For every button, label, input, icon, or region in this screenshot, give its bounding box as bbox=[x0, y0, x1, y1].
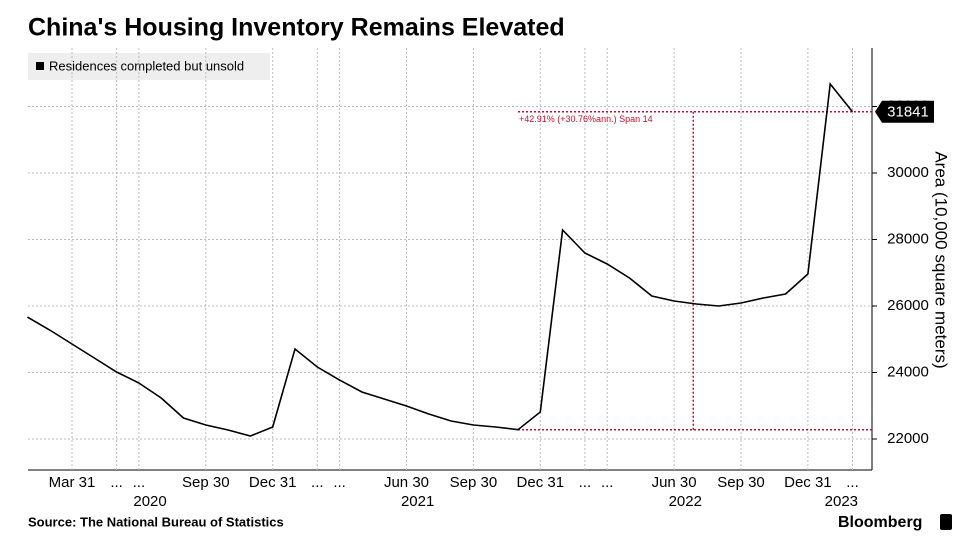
y-tick-label: 30000 bbox=[887, 164, 929, 181]
year-label: 2023 bbox=[825, 493, 858, 510]
legend-swatch bbox=[36, 62, 44, 70]
y-axis-label: Area (10,000 square meters) bbox=[932, 151, 951, 368]
line bbox=[26, 81, 854, 437]
brand-icon bbox=[940, 514, 952, 530]
x-tick-label: ... bbox=[846, 474, 859, 491]
y-tick-label: 24000 bbox=[887, 363, 929, 380]
x-tick-label: ... bbox=[579, 474, 592, 491]
chart-title: China's Housing Inventory Remains Elevat… bbox=[28, 14, 565, 42]
x-tick-label: Dec 31 bbox=[249, 474, 297, 491]
last-value-label: 31841 bbox=[887, 104, 929, 121]
x-tick-label: Sep 30 bbox=[182, 474, 230, 491]
x-tick-label: Sep 30 bbox=[450, 474, 498, 491]
y-tick-label: 26000 bbox=[887, 297, 929, 314]
x-tick-label: Jun 30 bbox=[652, 474, 697, 491]
y-tick-label: 22000 bbox=[887, 430, 929, 447]
legend-label: Residences completed but unsold bbox=[49, 58, 244, 73]
year-label: 2020 bbox=[133, 493, 166, 510]
legend-box bbox=[28, 53, 270, 80]
x-tick-label: ... bbox=[311, 474, 324, 491]
x-tick-label: Sep 30 bbox=[717, 474, 765, 491]
x-tick-label: Dec 31 bbox=[517, 474, 565, 491]
x-tick-label: ... bbox=[110, 474, 123, 491]
year-label: 2022 bbox=[669, 493, 702, 510]
x-tick-label: Dec 31 bbox=[784, 474, 832, 491]
source: Source: The National Bureau of Statistic… bbox=[28, 514, 284, 529]
x-tick-label: Mar 31 bbox=[49, 474, 96, 491]
brand: Bloomberg bbox=[838, 514, 922, 531]
y-tick-label: 28000 bbox=[887, 230, 929, 247]
x-tick-label: ... bbox=[333, 474, 346, 491]
last-value-box bbox=[875, 100, 934, 123]
x-tick-label: ... bbox=[601, 474, 614, 491]
year-label: 2021 bbox=[401, 493, 434, 510]
x-tick-label: Jun 30 bbox=[384, 474, 429, 491]
x-tick-label: ... bbox=[133, 474, 146, 491]
annotation: +42.91% (+30.76%ann.) Span 14 bbox=[519, 114, 653, 124]
